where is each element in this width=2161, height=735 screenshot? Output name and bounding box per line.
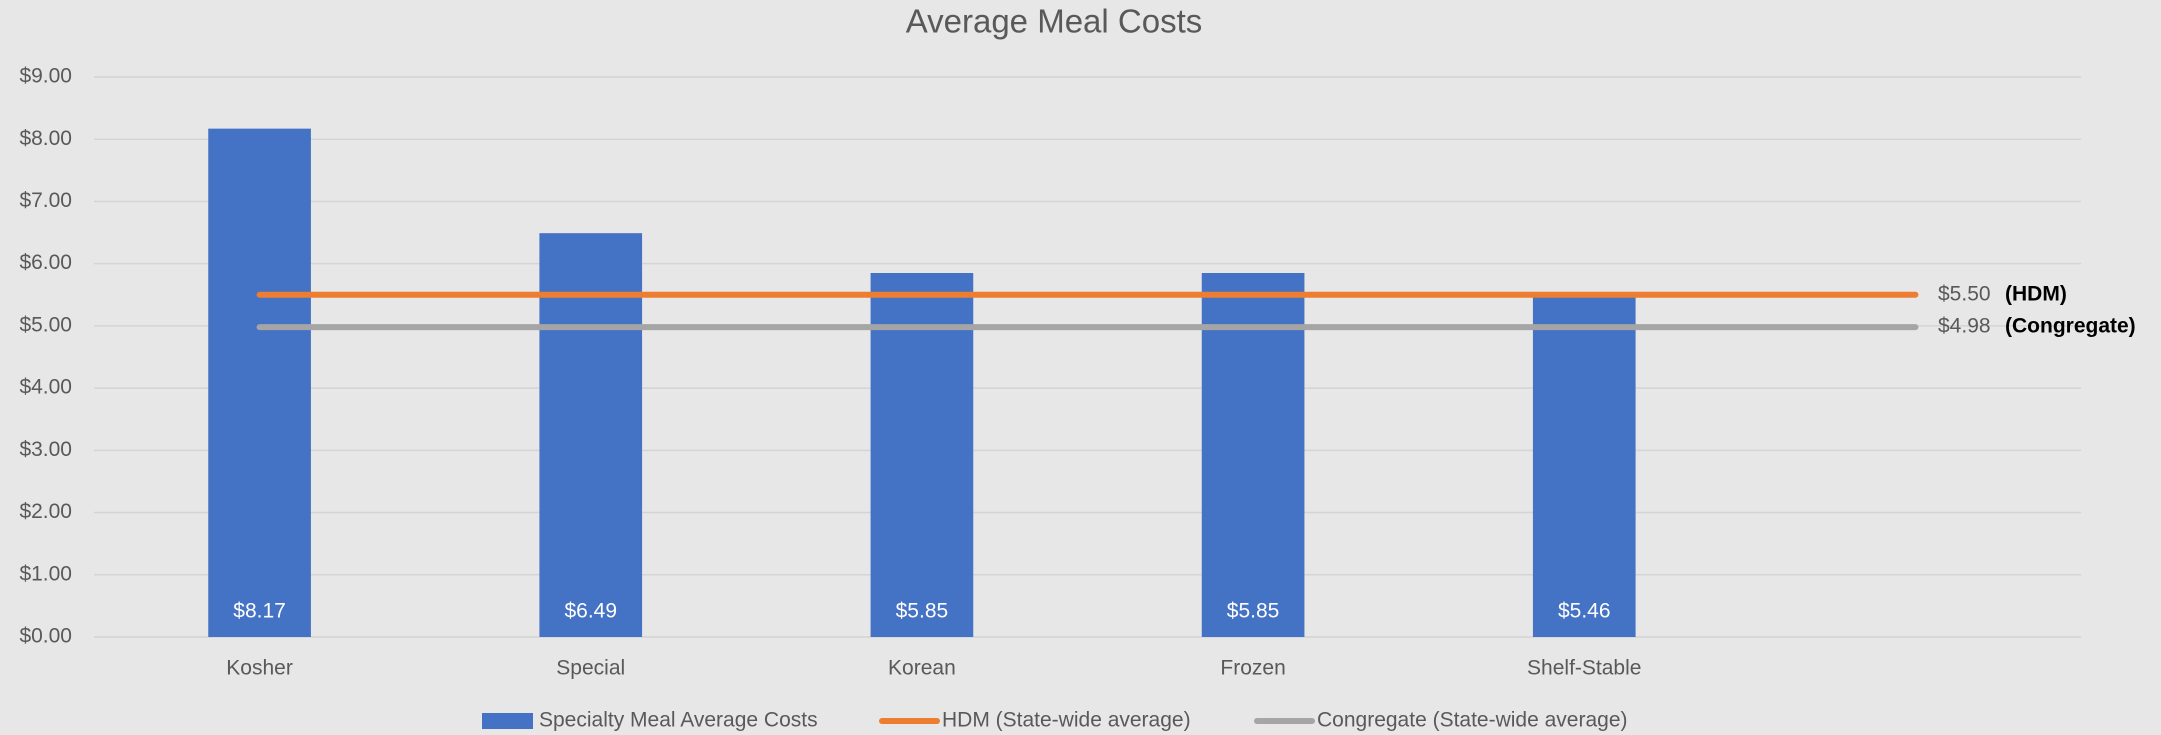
x-tick-label: Shelf-Stable xyxy=(1527,657,1641,680)
legend-label: Specialty Meal Average Costs xyxy=(539,709,818,732)
y-tick-label: $1.00 xyxy=(19,562,72,585)
legend-label: Congregate (State-wide average) xyxy=(1317,709,1628,732)
data-label: $5.46 xyxy=(1558,600,1611,623)
legend-swatch xyxy=(482,713,533,729)
line-end-name: (Congregate) xyxy=(2005,315,2136,338)
bar xyxy=(1201,273,1305,637)
bar xyxy=(1532,297,1636,637)
line-end-name: (HDM) xyxy=(2005,282,2067,305)
y-tick-label: $8.00 xyxy=(19,127,72,150)
y-tick-label: $2.00 xyxy=(19,500,72,523)
y-tick-label: $7.00 xyxy=(19,189,72,212)
bar xyxy=(870,273,974,637)
legend-label: HDM (State-wide average) xyxy=(942,709,1191,732)
y-tick-label: $5.00 xyxy=(19,313,72,336)
y-tick-label: $3.00 xyxy=(19,438,72,461)
chart-title: Average Meal Costs xyxy=(906,3,1203,40)
y-tick-label: $9.00 xyxy=(19,65,72,88)
y-tick-label: $4.00 xyxy=(19,376,72,399)
data-label: $5.85 xyxy=(896,600,949,623)
line-end-label: $4.98 xyxy=(1938,315,1991,338)
bar xyxy=(208,128,311,637)
bar xyxy=(539,233,643,637)
data-label: $8.17 xyxy=(233,600,286,623)
x-tick-label: Special xyxy=(556,657,625,680)
data-label: $6.49 xyxy=(564,600,617,623)
x-tick-label: Korean xyxy=(888,657,956,680)
x-tick-label: Frozen xyxy=(1220,657,1285,680)
data-label: $5.85 xyxy=(1227,600,1280,623)
y-tick-label: $0.00 xyxy=(19,625,72,648)
y-tick-label: $6.00 xyxy=(19,251,72,274)
line-end-label: $5.50 xyxy=(1938,282,1991,305)
x-tick-label: Kosher xyxy=(226,657,293,680)
